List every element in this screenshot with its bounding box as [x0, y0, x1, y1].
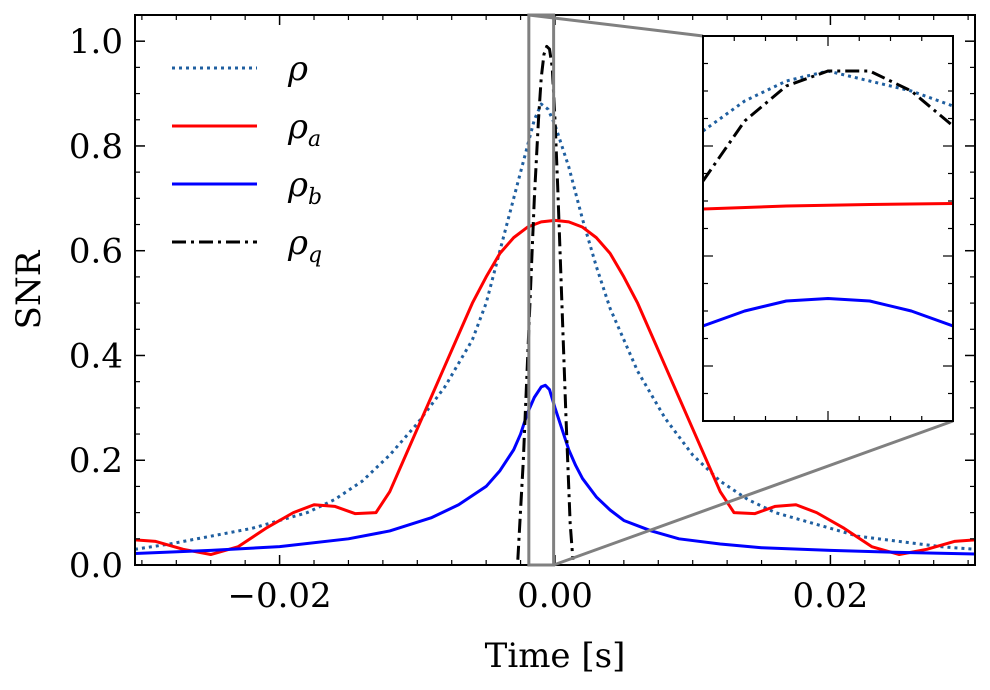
- inset-series-group: [703, 69, 953, 328]
- series-line-q: [516, 44, 575, 560]
- inset-series-line: [703, 297, 953, 328]
- x-axis-label: Time [s]: [485, 636, 626, 676]
- y-tick-label: 1.0: [69, 22, 123, 62]
- y-tick-label: 0.2: [69, 441, 123, 481]
- x-tick-label: 0.02: [793, 576, 869, 616]
- inset-series-line: [703, 69, 953, 182]
- y-tick-label: 0.0: [69, 546, 123, 586]
- main-ticks-group: −0.02 0.00 0.02 0.0 0.2 0.4 0.6 0.8 1.0: [69, 15, 975, 616]
- x-tick-label: −0.02: [227, 576, 331, 616]
- inset-plot: [702, 35, 954, 422]
- legend-label-rho: ρ: [287, 49, 308, 89]
- zoom-indicator-group: [527, 13, 954, 567]
- y-tick-label: 0.8: [69, 127, 123, 167]
- y-axis-label: SNR: [9, 249, 49, 329]
- inset-series-line: [703, 202, 953, 211]
- series-line-b: [135, 383, 975, 556]
- series-line-rho: [135, 102, 975, 551]
- legend-label-b: ρb: [287, 165, 322, 210]
- legend-label-q: ρq: [287, 223, 322, 268]
- x-tick-label: 0.00: [517, 576, 593, 616]
- y-tick-label: 0.4: [69, 336, 123, 376]
- y-tick-label: 0.6: [69, 232, 123, 272]
- legend: ρ ρa ρb ρq: [172, 49, 322, 268]
- zoom-connector-top: [528, 13, 704, 38]
- legend-label-a: ρa: [287, 107, 321, 152]
- zoom-connector-bottom: [553, 419, 954, 567]
- inset-ticks-group: [702, 35, 954, 421]
